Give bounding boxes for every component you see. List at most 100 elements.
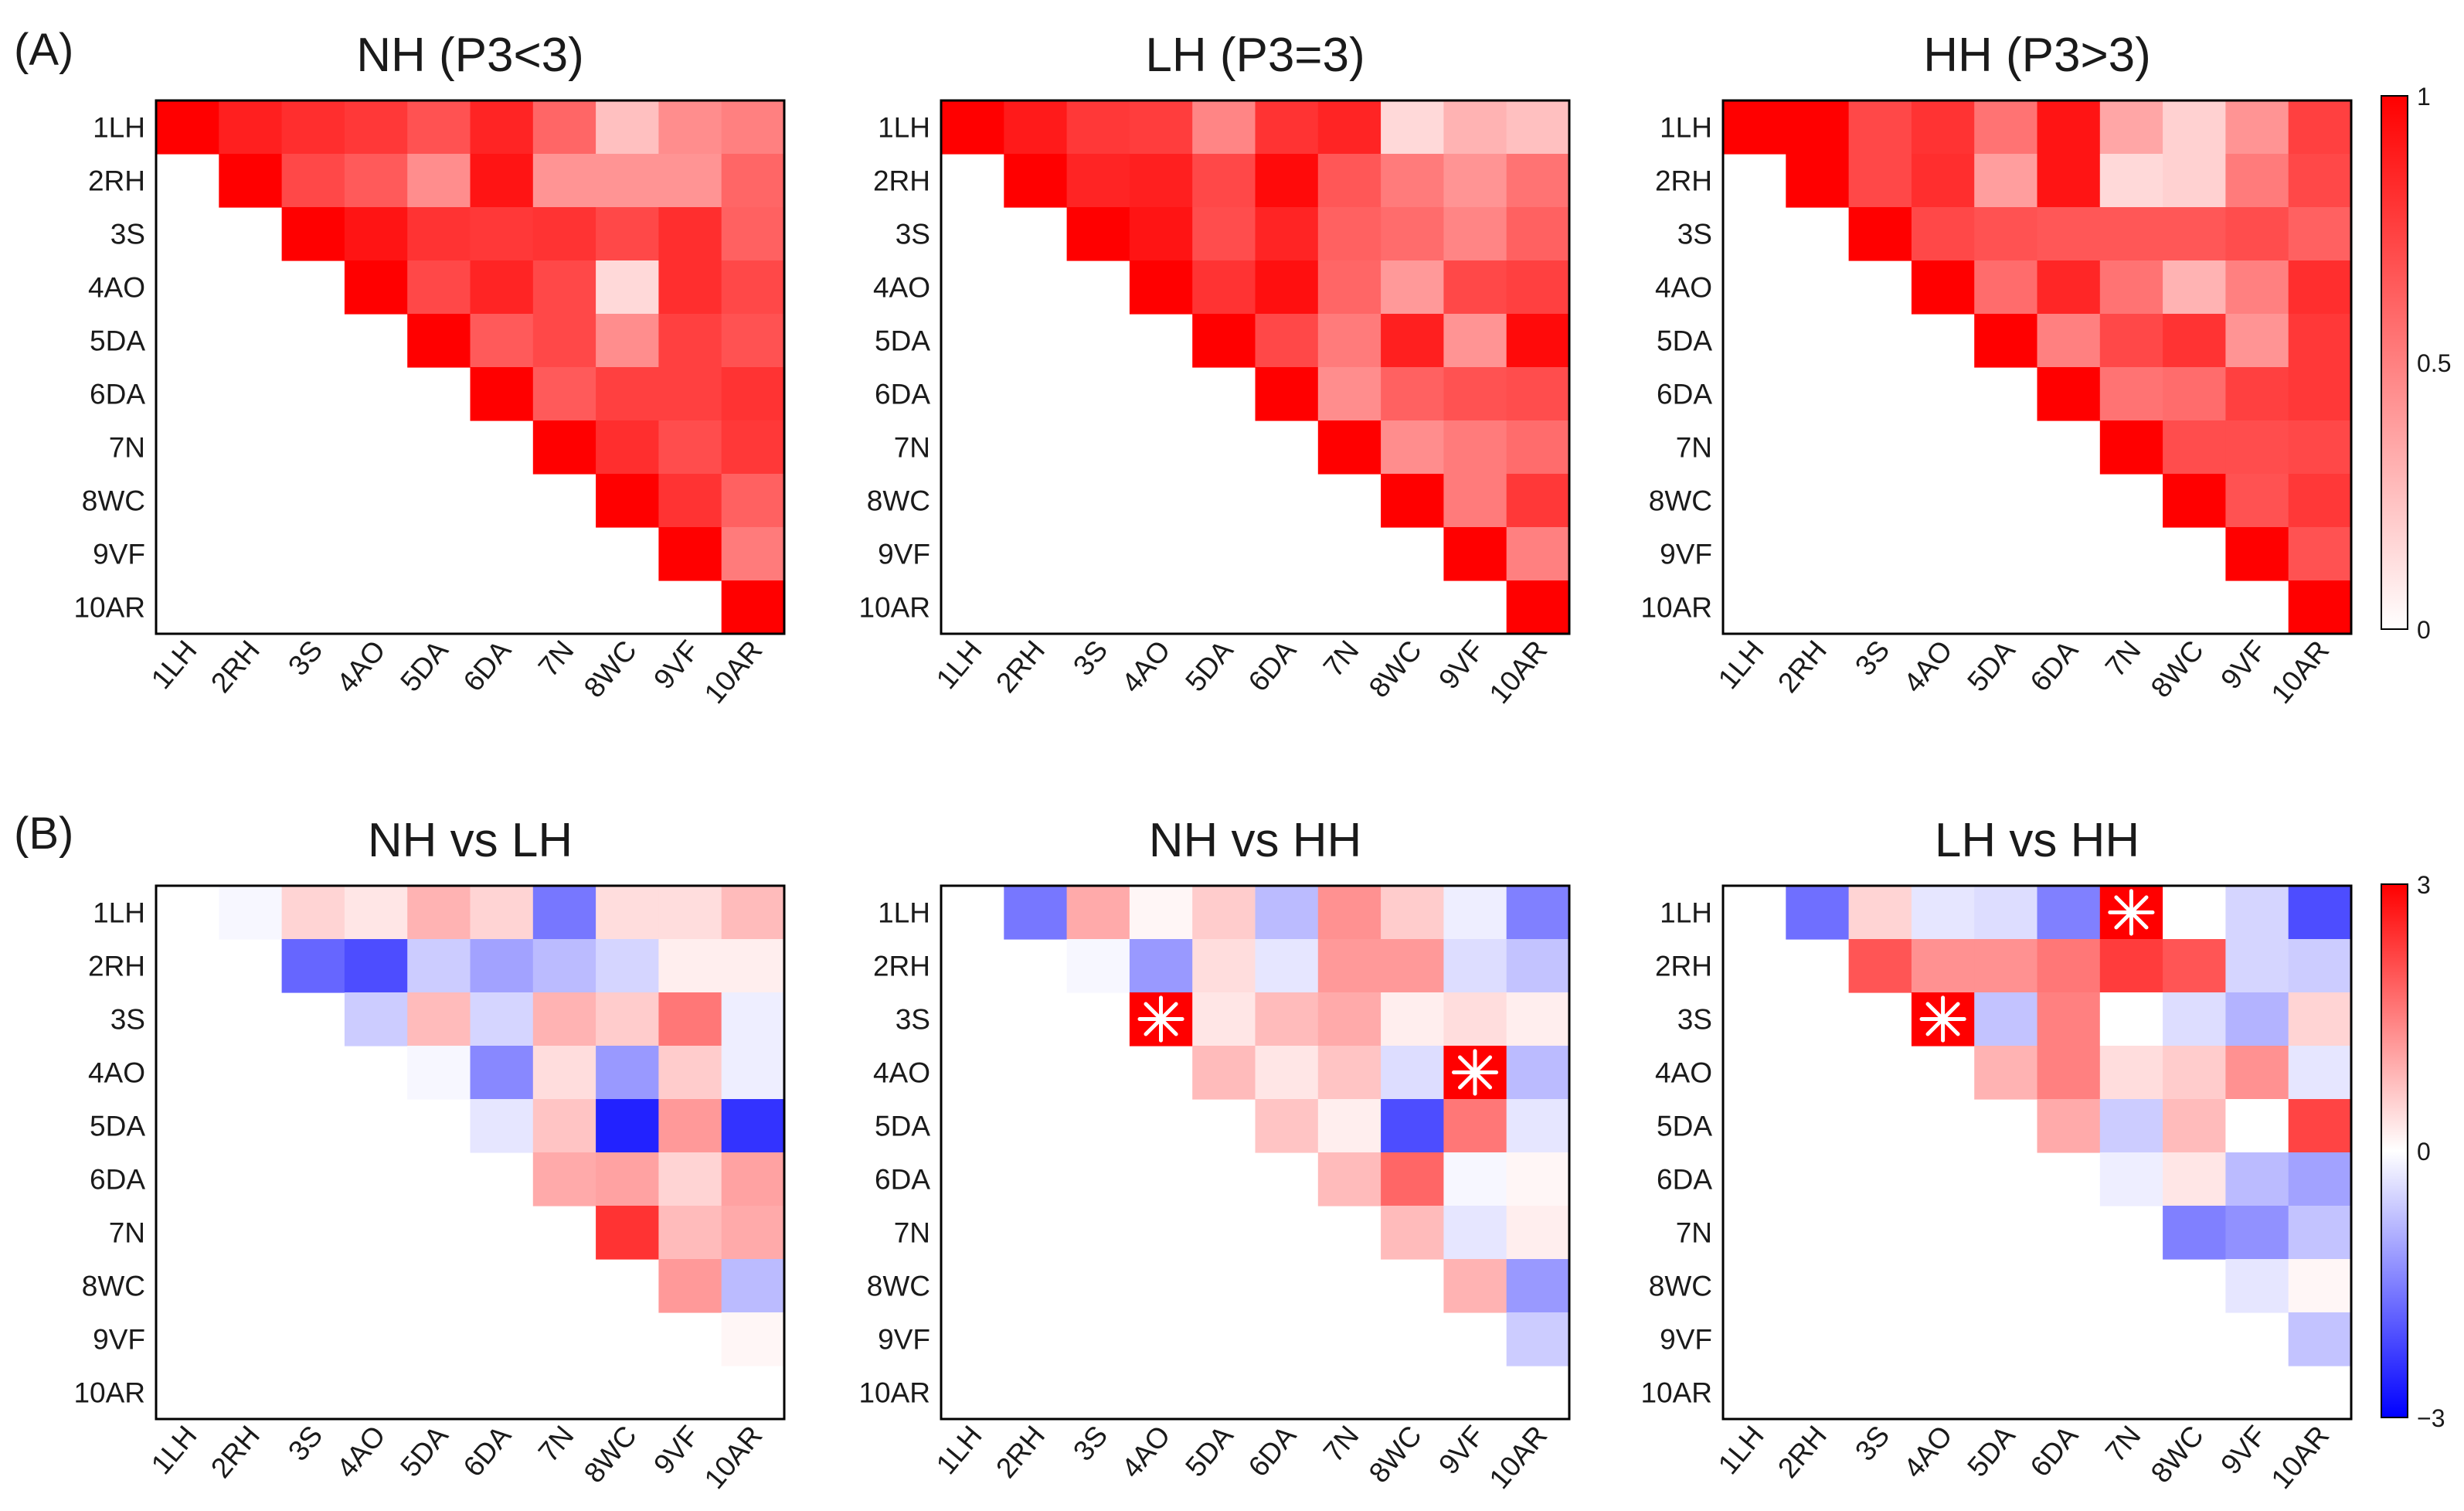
heatmap-cell bbox=[1192, 260, 1256, 315]
heatmap-cell bbox=[470, 992, 534, 1046]
y-tick-label: 5DA bbox=[875, 1111, 930, 1142]
heatmap-cell bbox=[1066, 207, 1130, 261]
heatmap-cell bbox=[596, 992, 659, 1046]
heatmap-cell bbox=[721, 314, 785, 368]
heatmap-cell bbox=[658, 100, 722, 155]
x-tick-label: 2RH bbox=[990, 635, 1051, 699]
heatmap-cell bbox=[532, 420, 596, 475]
y-tick-label: 10AR bbox=[1640, 1377, 1712, 1409]
heatmap-cell bbox=[2163, 1046, 2226, 1100]
heatmap-cell bbox=[658, 886, 722, 940]
heatmap-cell bbox=[596, 1206, 659, 1260]
heatmap-cell bbox=[721, 1206, 785, 1260]
x-tick-label: 8WC bbox=[1363, 635, 1428, 703]
heatmap-cell bbox=[1317, 260, 1382, 315]
heatmap-cell bbox=[721, 420, 785, 475]
heatmap-cell bbox=[2288, 1206, 2352, 1260]
heatmap-cell bbox=[1317, 420, 1382, 475]
heatmap-cell bbox=[281, 154, 345, 208]
heatmap-cell bbox=[532, 260, 596, 315]
panel-title: HH (P3>3) bbox=[1923, 29, 2151, 82]
heatmap-cell bbox=[1911, 100, 1975, 155]
heatmap-cell bbox=[658, 1046, 722, 1100]
x-tick-label: 10AR bbox=[698, 1420, 769, 1495]
heatmap-cell bbox=[1381, 886, 1444, 940]
heatmap-cell bbox=[2037, 154, 2101, 208]
heatmap-cell bbox=[2099, 207, 2163, 261]
heatmap-cell bbox=[2225, 886, 2289, 940]
heatmap-cell bbox=[1443, 474, 1507, 528]
heatmap-cell bbox=[532, 207, 596, 261]
y-tick-label: 4AO bbox=[88, 272, 145, 304]
y-tick-label: 10AR bbox=[73, 592, 145, 624]
heatmap-cell bbox=[596, 367, 659, 421]
x-tick-label: 9VF bbox=[1433, 635, 1490, 695]
heatmap-cell bbox=[1192, 314, 1256, 368]
heatmap-cell bbox=[1506, 314, 1570, 368]
y-tick-label: 6DA bbox=[875, 379, 930, 410]
heatmap-cell bbox=[2099, 1046, 2163, 1100]
heatmap-cell bbox=[658, 527, 722, 581]
heatmap-cell bbox=[344, 939, 408, 993]
heatmap-cell bbox=[1066, 886, 1130, 940]
x-tick-label: 5DA bbox=[1179, 635, 1239, 698]
heatmap-cell bbox=[1506, 207, 1570, 261]
x-tick-label: 5DA bbox=[394, 1420, 454, 1483]
y-tick-label: 4AO bbox=[1655, 1057, 1712, 1089]
heatmap-cell bbox=[1129, 260, 1193, 315]
heatmap-cell bbox=[2163, 1152, 2226, 1206]
heatmap-cell bbox=[407, 992, 471, 1046]
heatmap-cell bbox=[1192, 939, 1256, 993]
heatmap-cell bbox=[1974, 260, 2038, 315]
heatmap-cell bbox=[344, 207, 408, 261]
heatmap-cell bbox=[2099, 154, 2163, 208]
y-tick-label: 6DA bbox=[1657, 1164, 1712, 1196]
x-tick-label: 4AO bbox=[1898, 1420, 1959, 1484]
y-tick-label: 7N bbox=[1676, 1217, 1712, 1249]
heatmap-cell bbox=[532, 154, 596, 208]
heatmap-cell bbox=[721, 992, 785, 1046]
x-tick-label: 8WC bbox=[578, 1420, 643, 1489]
heatmap-cell bbox=[2163, 886, 2226, 940]
heatmap-cell bbox=[721, 886, 785, 940]
heatmap-cell bbox=[407, 939, 471, 993]
heatmap-cell bbox=[2163, 420, 2226, 475]
panel-label-a: (A) bbox=[14, 25, 73, 75]
heatmap-cell bbox=[1974, 207, 2038, 261]
heatmap-cell bbox=[156, 100, 219, 155]
y-tick-label: 5DA bbox=[875, 325, 930, 357]
heatmap-cell bbox=[1255, 992, 1319, 1046]
heatmap-cell bbox=[1381, 367, 1444, 421]
y-tick-label: 4AO bbox=[1655, 272, 1712, 304]
heatmap-cell bbox=[1974, 992, 2038, 1046]
heatmap-cell bbox=[1443, 1259, 1507, 1313]
heatmap-cell bbox=[407, 886, 471, 940]
heatmap-cell bbox=[1129, 886, 1193, 940]
y-tick-label: 5DA bbox=[90, 325, 145, 357]
x-tick-label: 4AO bbox=[1116, 1420, 1177, 1484]
x-tick-label: 2RH bbox=[990, 1420, 1051, 1484]
x-tick-label: 5DA bbox=[394, 635, 454, 698]
heatmap-cell bbox=[596, 260, 659, 315]
y-tick-label: 8WC bbox=[867, 1271, 930, 1302]
heatmap-cell bbox=[2225, 1152, 2289, 1206]
heatmap-cell bbox=[2288, 420, 2352, 475]
y-tick-label: 1LH bbox=[1660, 112, 1712, 144]
heatmap-cell bbox=[1255, 207, 1319, 261]
heatmap-cell bbox=[1317, 1099, 1382, 1153]
y-tick-label: 7N bbox=[894, 432, 930, 464]
y-tick-label: 6DA bbox=[1657, 379, 1712, 410]
x-tick-label: 6DA bbox=[2024, 635, 2085, 698]
x-tick-label: 7N bbox=[2099, 1420, 2147, 1468]
heatmap-cell bbox=[2037, 939, 2101, 993]
significance-asterisk-icon bbox=[1919, 995, 1966, 1043]
heatmap-cell bbox=[2225, 1046, 2289, 1100]
colorbar-diff-tick-min: −3 bbox=[2417, 1404, 2445, 1432]
heatmap-cell bbox=[1381, 1099, 1444, 1153]
heatmap-cell bbox=[470, 367, 534, 421]
x-tick-label: 1LH bbox=[145, 635, 203, 695]
heatmap-cell bbox=[1848, 886, 1912, 940]
heatmap-cell bbox=[1506, 1152, 1570, 1206]
heatmap-cell bbox=[2288, 580, 2352, 635]
x-tick-label: 4AO bbox=[331, 1420, 392, 1484]
